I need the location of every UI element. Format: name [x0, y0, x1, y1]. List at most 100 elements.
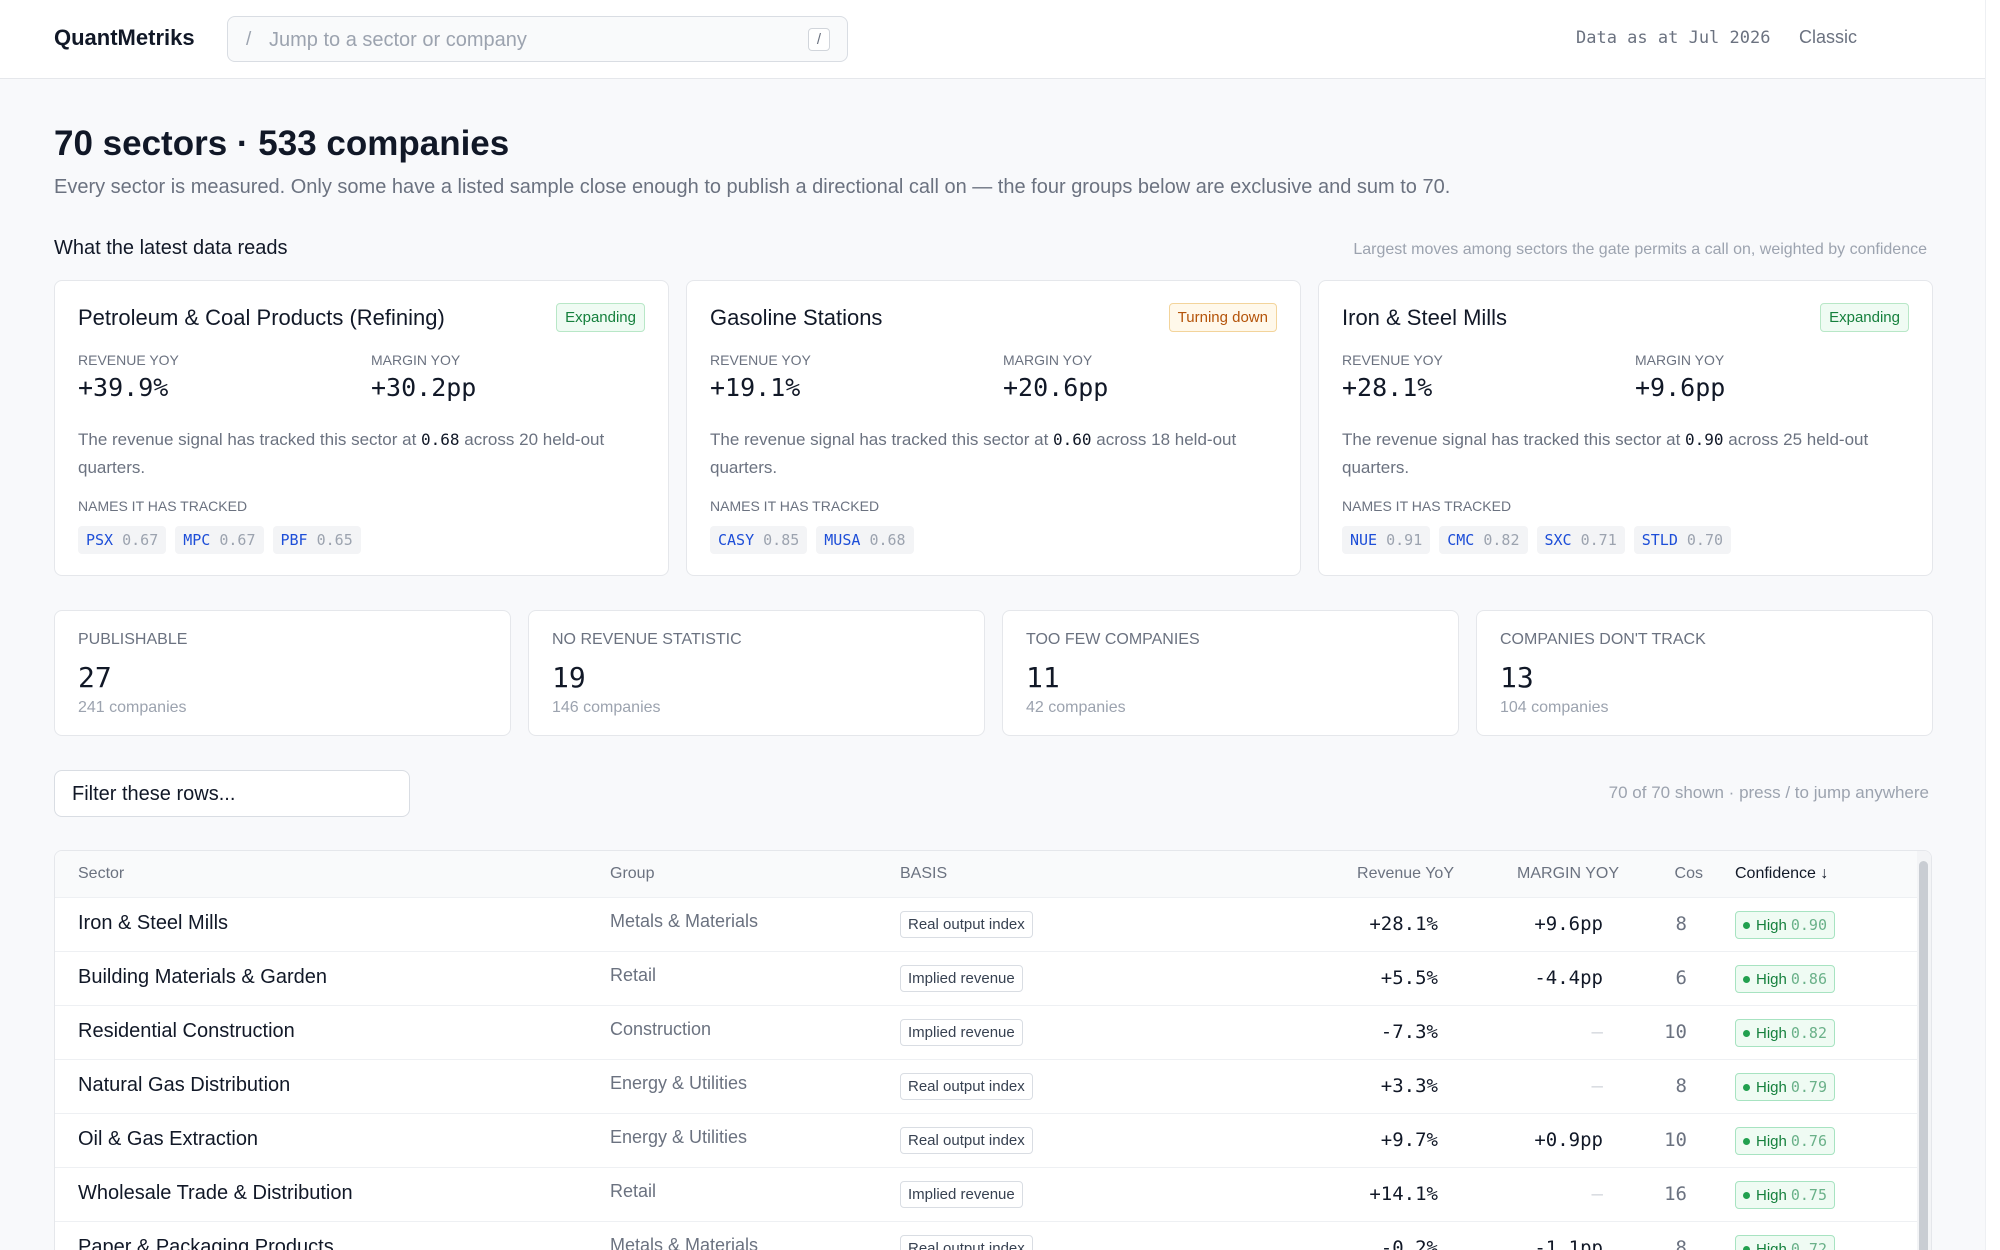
- confidence-badge: High 0.86: [1735, 965, 1835, 993]
- table-row[interactable]: Oil & Gas Extraction Energy & Utilities …: [55, 1113, 1917, 1167]
- ticker-chip[interactable]: PBF 0.65: [272, 526, 361, 554]
- group-companies: 241 companies: [78, 699, 187, 716]
- basis-tag: Implied revenue: [900, 965, 1023, 992]
- ticker-chip[interactable]: MUSA 0.68: [816, 526, 914, 554]
- cell-group: Retail: [610, 1181, 657, 1201]
- names-label: Names it has tracked: [78, 498, 248, 514]
- group-label: PUBLISHABLE: [78, 631, 188, 648]
- cell-sector[interactable]: Oil & Gas Extraction: [78, 1128, 259, 1150]
- brand-logo[interactable]: QuantMetriks: [54, 25, 195, 50]
- signals-note: Largest moves among sectors the gate per…: [1353, 241, 1927, 258]
- ticker-chip[interactable]: NUE 0.91: [1342, 526, 1431, 554]
- cell-sector[interactable]: Residential Construction: [78, 1020, 295, 1042]
- track-score: 0.68: [421, 430, 460, 449]
- top-bar: QuantMetriks / Jump to a sector or compa…: [0, 0, 2000, 79]
- cell-margin: +9.6pp: [1534, 913, 1603, 935]
- cell-revenue: +28.1%: [1369, 913, 1438, 935]
- col-margin[interactable]: MARGIN YOY: [1517, 865, 1619, 882]
- cell-group: Retail: [610, 965, 657, 985]
- col-confidence-sorted[interactable]: Confidence ↓: [1735, 865, 1829, 882]
- group-card-too-few[interactable]: TOO FEW COMPANIES 11 42 companies: [1002, 610, 1459, 736]
- revenue-value: +28.1%: [1342, 373, 1433, 402]
- cell-sector[interactable]: Natural Gas Distribution: [78, 1074, 291, 1096]
- signal-card[interactable]: Gasoline Stations Turning down Revenue Y…: [686, 280, 1301, 576]
- cell-cos: 6: [1675, 967, 1687, 989]
- confidence-badge: High 0.90: [1735, 911, 1835, 939]
- signal-card[interactable]: Iron & Steel Mills Expanding Revenue YoY…: [1318, 280, 1933, 576]
- card-description: The revenue signal has tracked this sect…: [710, 430, 1237, 477]
- table-scrollbar-thumb[interactable]: [1919, 861, 1928, 1250]
- sector-table: Sector Group BASIS Revenue YoY MARGIN YO…: [54, 850, 1932, 1250]
- table-row[interactable]: Iron & Steel Mills Metals & Materials Re…: [55, 897, 1917, 951]
- cell-margin: -4.4pp: [1534, 967, 1603, 989]
- cell-group: Energy & Utilities: [610, 1127, 748, 1147]
- table-row[interactable]: Building Materials & Garden Retail Impli…: [55, 951, 1917, 1005]
- cell-revenue: +14.1%: [1369, 1183, 1438, 1205]
- col-cos[interactable]: Cos: [1674, 865, 1703, 882]
- group-card-dont-track[interactable]: COMPANIES DON'T TRACK 13 104 companies: [1476, 610, 1933, 736]
- cell-margin: —: [1591, 1075, 1603, 1097]
- ticker-chip[interactable]: SXC 0.71: [1536, 526, 1625, 554]
- revenue-label: Revenue YoY: [78, 352, 179, 368]
- ticker-chip[interactable]: MPC 0.67: [175, 526, 264, 554]
- basis-tag: Implied revenue: [900, 1181, 1023, 1208]
- cell-sector[interactable]: Paper & Packaging Products: [78, 1236, 334, 1250]
- quarters-count: 25: [1783, 430, 1803, 449]
- ticker-chip[interactable]: PSX 0.67: [78, 526, 167, 554]
- col-revenue[interactable]: Revenue YoY: [1357, 865, 1454, 882]
- row-filter-input[interactable]: Filter these rows...: [54, 770, 410, 817]
- trend-badge: Expanding: [1820, 303, 1909, 332]
- basis-tag: Real output index: [900, 1127, 1033, 1154]
- card-sector-name: Gasoline Stations: [710, 305, 883, 330]
- signal-card[interactable]: Petroleum & Coal Products (Refining) Exp…: [54, 280, 669, 576]
- group-card-no-revenue[interactable]: NO REVENUE STATISTIC 19 146 companies: [528, 610, 985, 736]
- col-group[interactable]: Group: [610, 865, 655, 882]
- cell-revenue: -0.2%: [1380, 1237, 1438, 1250]
- ticker-chip[interactable]: STLD 0.70: [1633, 526, 1732, 554]
- track-score: 0.60: [1053, 430, 1092, 449]
- status-dot-icon: [1743, 1029, 1750, 1037]
- margin-label: Margin YoY: [1003, 352, 1093, 368]
- confidence-badge: High 0.82: [1735, 1019, 1835, 1047]
- classic-view-link[interactable]: Classic: [1799, 27, 1858, 47]
- card-description: The revenue signal has tracked this sect…: [78, 430, 605, 477]
- cell-margin: —: [1591, 1183, 1603, 1205]
- ticker-chip[interactable]: CASY 0.85: [710, 526, 808, 554]
- margin-label: Margin YoY: [1635, 352, 1725, 368]
- cell-sector[interactable]: Iron & Steel Mills: [78, 912, 229, 934]
- col-sector[interactable]: Sector: [78, 865, 125, 882]
- status-dot-icon: [1743, 1083, 1750, 1091]
- cell-revenue: +3.3%: [1380, 1075, 1438, 1097]
- search-input[interactable]: / Jump to a sector or company /: [227, 16, 848, 62]
- ticker-chip[interactable]: CMC 0.82: [1439, 526, 1528, 554]
- margin-value: +30.2pp: [371, 373, 477, 402]
- basis-tag: Real output index: [900, 1235, 1033, 1250]
- table-row[interactable]: Paper & Packaging Products Metals & Mate…: [55, 1221, 1917, 1250]
- margin-value: +20.6pp: [1003, 373, 1109, 402]
- names-label: Names it has tracked: [710, 498, 880, 514]
- table-row[interactable]: Wholesale Trade & Distribution Retail Im…: [55, 1167, 1917, 1221]
- group-companies: 104 companies: [1500, 699, 1609, 716]
- group-card-publishable[interactable]: PUBLISHABLE 27 241 companies: [54, 610, 511, 736]
- search-shortcut-key: /: [808, 28, 830, 51]
- cell-revenue: +5.5%: [1380, 967, 1438, 989]
- margin-value: +9.6pp: [1635, 373, 1726, 402]
- page-scrollbar[interactable]: [1985, 0, 2000, 1250]
- track-score: 0.90: [1685, 430, 1724, 449]
- status-dot-icon: [1743, 975, 1750, 983]
- data-as-of: Data as at Jul 2026: [1576, 28, 1771, 48]
- basis-tag: Implied revenue: [900, 1019, 1023, 1046]
- card-description: The revenue signal has tracked this sect…: [1342, 430, 1869, 477]
- page-lede: Every sector is measured. Only some have…: [54, 176, 1451, 198]
- confidence-badge: High 0.79: [1735, 1073, 1835, 1101]
- col-basis[interactable]: BASIS: [900, 865, 948, 882]
- cell-sector[interactable]: Building Materials & Garden: [78, 966, 328, 988]
- table-row[interactable]: Natural Gas Distribution Energy & Utilit…: [55, 1059, 1917, 1113]
- cell-sector[interactable]: Wholesale Trade & Distribution: [78, 1182, 353, 1204]
- group-label: TOO FEW COMPANIES: [1026, 631, 1200, 648]
- cell-group: Construction: [610, 1019, 712, 1039]
- group-count: 19: [552, 661, 586, 694]
- table-row[interactable]: Residential Construction Construction Im…: [55, 1005, 1917, 1059]
- basis-tag: Real output index: [900, 911, 1033, 938]
- cell-margin: +0.9pp: [1534, 1129, 1603, 1151]
